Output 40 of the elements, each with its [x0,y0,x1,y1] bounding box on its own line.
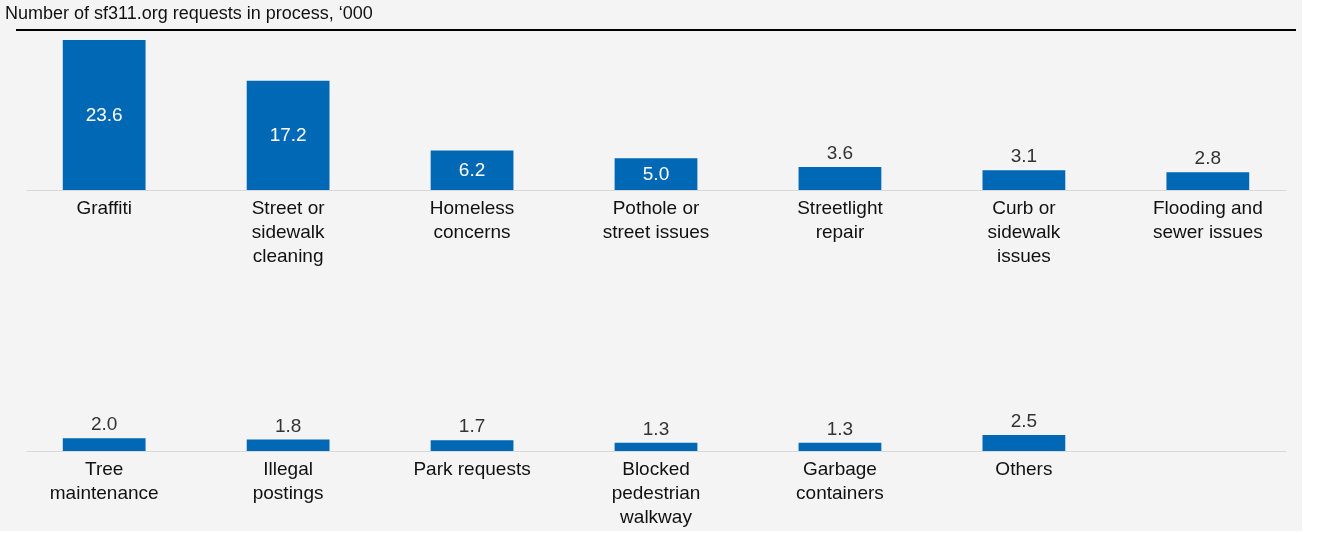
data-label: 2.8 [1194,147,1222,169]
x-tick-label: Illegal postings [252,457,324,503]
bar [614,158,698,190]
bar [246,439,330,451]
data-label: 17.2 [269,124,307,146]
bar [62,40,146,190]
bar [982,170,1066,190]
data-label: 5.0 [642,163,670,185]
bar [982,435,1066,451]
bar [62,438,146,451]
data-label: 1.3 [642,417,670,439]
x-tick-label: Flooding and sewer issues [1152,196,1263,242]
data-label: 1.7 [458,415,486,437]
x-tick-label: Graffiti [76,196,132,218]
bar [798,167,882,190]
x-tick-label: Street or sidewalk cleaning [251,196,326,266]
data-label: 1.8 [274,414,302,436]
data-label: 3.1 [1010,145,1038,167]
x-tick-label: Others [995,457,1053,479]
data-label: 1.3 [826,417,854,439]
bar [1166,172,1250,190]
x-tick-label: Tree maintenance [49,457,159,503]
data-label: 2.5 [1010,410,1038,432]
x-tick-label: Park requests [413,457,531,479]
data-label: 23.6 [85,104,123,125]
x-tick-label: Homeless concerns [429,196,515,242]
x-tick-label: Curb or sidewalk issues [987,196,1061,266]
data-label: 2.0 [90,413,118,435]
bar [430,150,514,190]
chart-title: Number of sf311.org requests in process, ‘000 [5,3,373,23]
data-label: 3.6 [826,142,854,164]
x-tick-label: Garbage containers [796,457,884,503]
data-label: 6.2 [458,159,486,181]
x-tick-label: Pothole or street issues [602,196,710,242]
x-tick-label: Streetlight repair [797,196,884,242]
bar [798,442,882,451]
bar [614,442,698,451]
x-tick-label: Blocked pedestrian walkway [611,457,701,527]
bar [430,440,514,451]
bar [246,80,330,190]
